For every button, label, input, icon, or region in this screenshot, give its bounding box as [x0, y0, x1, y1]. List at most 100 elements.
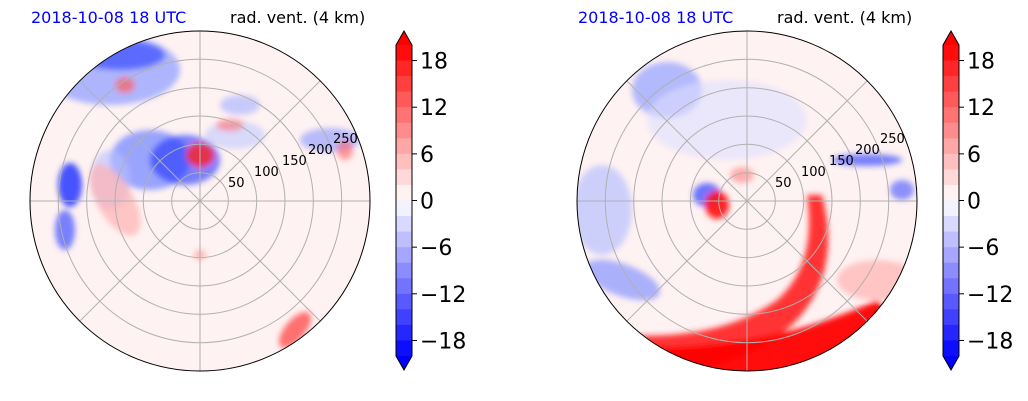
radial-tick-200: 200: [855, 143, 880, 158]
colorbar-level: [943, 153, 959, 170]
colorbar-level: [396, 247, 412, 264]
polar-grid: [577, 31, 917, 371]
time-title: 2018-10-08 18 UTC: [31, 8, 187, 27]
colorbar-level: [396, 200, 412, 217]
colorbar-level: [943, 91, 959, 108]
colorbar-tick-label: −12: [420, 283, 466, 308]
colorbar-tick-label: 18: [967, 50, 995, 75]
colorbar-level: [396, 262, 412, 279]
colorbar: 18 12 6 0 −6 −12 −18: [395, 29, 466, 372]
colorbar-extend-max: [396, 31, 412, 45]
colorbar-level: [943, 340, 959, 357]
colorbar-level: [396, 278, 412, 295]
time-title: 2018-10-08 18 UTC: [578, 8, 734, 27]
positive-anomaly: [599, 50, 635, 70]
colorbar-level: [396, 340, 412, 357]
colorbar-level: [943, 262, 959, 279]
chart-panel-right: 2018-10-08 18 UTC rad. vent. (4 km): [547, 0, 1028, 401]
colorbar-level: [396, 107, 412, 124]
radial-tick-200: 200: [308, 143, 333, 158]
colorbar-tick-label: −6: [420, 236, 452, 261]
colorbar-level: [396, 60, 412, 77]
colorbar-tick-label: −18: [420, 329, 466, 354]
polar-plot: 50 100 150 200 250 18 12 6 0 −6 −12 −18: [29, 29, 466, 372]
colorbar-level: [943, 169, 959, 186]
colorbar-tick-label: −6: [967, 236, 999, 261]
colorbar-tick-label: 6: [967, 143, 981, 168]
negative-anomaly: [220, 95, 260, 115]
colorbar-tick-label: 0: [420, 190, 434, 215]
colorbar-tick-label: −18: [967, 329, 1013, 354]
plot-boundary: [29, 30, 371, 372]
negative-anomaly: [584, 259, 660, 301]
positive-anomaly: [337, 140, 353, 160]
colorbar-level: [396, 153, 412, 170]
colorbar-tick-label: 12: [420, 96, 448, 121]
chart-panel-left: 2018-10-08 18 UTC rad. vent. (4 km): [29, 8, 466, 372]
variable-title: rad. vent. (4 km): [777, 8, 913, 27]
colorbar-level: [943, 184, 959, 201]
colorbar-level: [396, 76, 412, 93]
colorbar-level: [396, 45, 412, 62]
negative-anomaly: [577, 165, 632, 255]
colorbar-level: [396, 324, 412, 341]
colorbar-level: [943, 231, 959, 248]
colorbar-level: [943, 138, 959, 155]
colorbar-level: [396, 138, 412, 155]
colorbar-level: [396, 169, 412, 186]
negative-anomaly: [75, 40, 165, 70]
colorbar-level: [396, 231, 412, 248]
colorbar-outline: [942, 29, 960, 372]
colorbar-level: [943, 278, 959, 295]
colorbar-level: [943, 76, 959, 93]
colorbar-level: [943, 247, 959, 264]
colorbar-level: [943, 200, 959, 217]
colorbar-level: [396, 122, 412, 139]
colorbar-level: [943, 60, 959, 77]
negative-anomaly: [832, 154, 902, 166]
colorbar-extend-min: [943, 356, 959, 370]
radial-tick-labels: 50 100 150 200 250: [228, 132, 358, 191]
colorbar-extend-min: [396, 356, 412, 370]
polar-plot: 50 100 150 200 250 18 12 6 0 −6 −12 −18: [576, 29, 1013, 372]
plot-boundary: [576, 30, 918, 372]
radial-tick-150: 150: [282, 154, 307, 169]
colorbar-level: [396, 293, 412, 310]
colorbar-level: [943, 324, 959, 341]
colorbar-level: [396, 91, 412, 108]
radial-tick-labels: 50 100 150 200 250: [775, 132, 905, 191]
colorbar-tick-label: 0: [967, 190, 981, 215]
variable-title: rad. vent. (4 km): [230, 8, 366, 27]
colorbar-level: [396, 309, 412, 326]
negative-anomaly: [40, 35, 180, 105]
negative-anomaly: [58, 163, 82, 207]
colorbar-extend-max: [943, 31, 959, 45]
colorbar-tick-label: 6: [420, 143, 434, 168]
colorbar-outline: [395, 29, 413, 372]
colorbar-level: [396, 184, 412, 201]
radial-tick-150: 150: [829, 154, 854, 169]
colorbar-tick-label: −12: [967, 283, 1013, 308]
colorbar-level: [943, 309, 959, 326]
radial-tick-50: 50: [228, 176, 245, 191]
positive-anomaly: [577, 195, 829, 371]
positive-anomaly: [278, 311, 312, 349]
colorbar-level: [943, 107, 959, 124]
colorbar-level: [943, 216, 959, 233]
colorbar: 18 12 6 0 −6 −12 −18: [942, 29, 1013, 372]
colorbar-level: [396, 216, 412, 233]
colorbar-level: [943, 293, 959, 310]
colorbar-tick-label: 12: [967, 96, 995, 121]
negative-anomaly: [647, 80, 807, 160]
radial-tick-50: 50: [775, 176, 792, 191]
radial-tick-100: 100: [801, 165, 826, 180]
colorbar-tick-label: 18: [420, 50, 448, 75]
positive-anomaly: [837, 260, 917, 300]
colorbar-level: [943, 45, 959, 62]
positive-anomaly: [115, 77, 135, 93]
positive-anomaly: [216, 119, 244, 131]
radial-tick-250: 250: [880, 132, 905, 147]
radial-tick-250: 250: [333, 132, 358, 147]
positive-anomaly: [705, 191, 729, 219]
polar-grid: [30, 31, 370, 371]
